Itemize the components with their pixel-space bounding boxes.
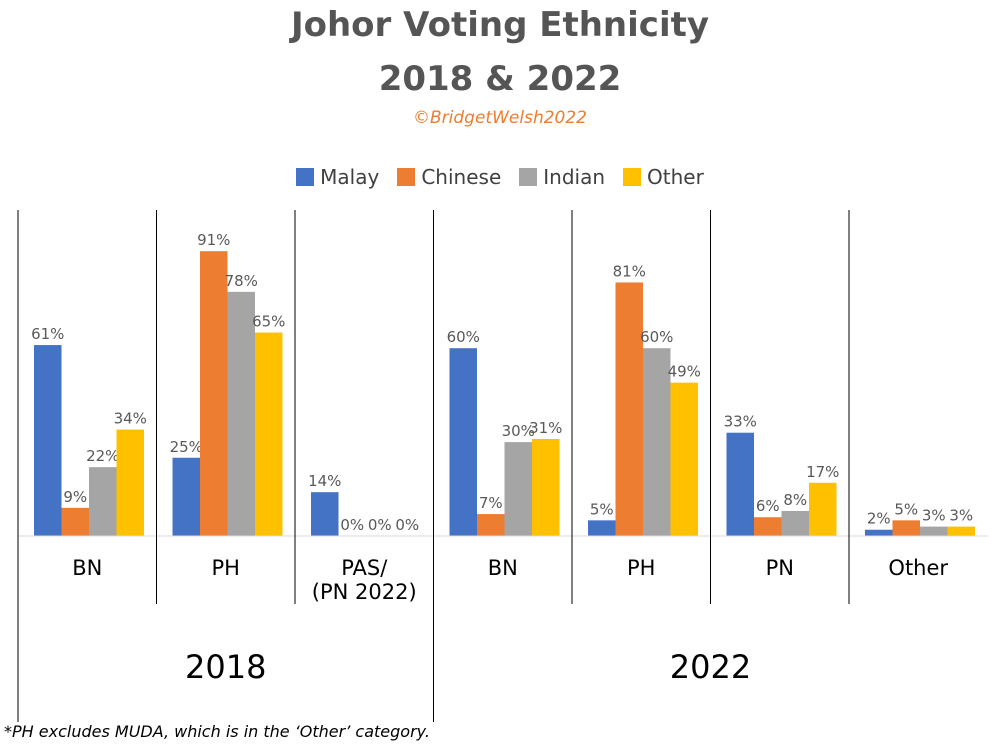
- bar-2022-pn-chinese: [754, 517, 782, 536]
- data-label-2018-paspn2022-indian: 0%: [368, 516, 392, 534]
- legend-swatch-malay: [296, 168, 315, 186]
- data-label-2022-other-indian: 3%: [922, 507, 946, 525]
- data-label-2018-bn-indian: 22%: [86, 447, 119, 465]
- legend-item-indian: Indian: [519, 165, 605, 189]
- bar-2022-pn-malay: [726, 432, 754, 536]
- category-label-2018-ph: PH: [212, 556, 240, 580]
- category-label-2018-paspn2022: (PN 2022): [312, 580, 417, 604]
- data-label-2022-ph-chinese: 81%: [613, 262, 646, 280]
- bar-2022-other-indian: [920, 526, 948, 536]
- data-label-2018-paspn2022-other: 0%: [395, 516, 419, 534]
- bar-2022-pn-indian: [781, 510, 809, 536]
- bar-2022-other-other: [947, 526, 975, 536]
- data-label-2018-bn-malay: 61%: [31, 325, 64, 343]
- bar-2018-bn-chinese: [61, 507, 89, 536]
- bar-2018-paspn2022-malay: [311, 492, 339, 536]
- bar-2018-bn-other: [116, 429, 144, 536]
- legend-label-malay: Malay: [320, 165, 380, 189]
- data-label-2022-bn-chinese: 7%: [479, 494, 503, 512]
- data-label-2018-ph-indian: 78%: [225, 272, 258, 290]
- legend-swatch-chinese: [397, 168, 416, 186]
- bar-2022-bn-indian: [504, 442, 532, 536]
- bar-2022-other-chinese: [892, 520, 920, 536]
- legend-item-chinese: Chinese: [397, 165, 501, 189]
- data-label-2022-bn-other: 31%: [529, 419, 562, 437]
- bar-2022-bn-malay: [449, 348, 477, 536]
- legend-label-chinese: Chinese: [421, 165, 502, 189]
- data-label-2022-pn-malay: 33%: [724, 413, 757, 431]
- category-label-2018-paspn2022: PAS/: [341, 556, 388, 580]
- category-label-2022-other: Other: [888, 556, 948, 580]
- data-label-2022-pn-other: 17%: [806, 463, 839, 481]
- bar-2018-bn-malay: [34, 345, 62, 536]
- data-label-2018-bn-chinese: 9%: [63, 488, 87, 506]
- bar-2022-other-malay: [865, 529, 893, 536]
- footnote: *PH excludes MUDA, which is in the ‘Othe…: [4, 722, 430, 741]
- bar-2022-ph-other: [670, 382, 698, 536]
- data-label-2018-ph-other: 65%: [252, 313, 285, 331]
- bar-2018-ph-other: [255, 332, 283, 536]
- chart-credit: ©BridgetWelsh2022: [413, 108, 587, 128]
- bar-2018-ph-indian: [227, 291, 255, 536]
- data-label-2022-bn-indian: 30%: [502, 422, 535, 440]
- legend-swatch-indian: [519, 168, 538, 186]
- legend-label-other: Other: [647, 165, 704, 189]
- bar-2022-ph-malay: [588, 520, 616, 536]
- category-label-2022-pn: PN: [766, 556, 794, 580]
- bar-2018-ph-malay: [172, 457, 200, 536]
- bar-2022-pn-other: [809, 482, 837, 536]
- bar-2018-ph-chinese: [200, 251, 228, 537]
- data-label-2018-ph-malay: 25%: [170, 438, 203, 456]
- category-label-2018-bn: BN: [72, 556, 102, 580]
- data-label-2022-other-chinese: 5%: [894, 500, 918, 518]
- category-label-2022-ph: PH: [627, 556, 655, 580]
- bar-2018-bn-indian: [89, 467, 117, 536]
- data-label-2022-other-other: 3%: [949, 507, 973, 525]
- data-label-2022-ph-indian: 60%: [640, 328, 673, 346]
- bar-2022-bn-chinese: [477, 514, 505, 536]
- data-label-2018-ph-chinese: 91%: [197, 231, 230, 249]
- data-label-2022-other-malay: 2%: [867, 510, 891, 528]
- data-label-2022-pn-chinese: 6%: [756, 497, 780, 515]
- chart-title-line-1: Johor Voting Ethnicity: [290, 5, 710, 45]
- data-label-2022-bn-malay: 60%: [447, 328, 480, 346]
- data-label-2018-bn-other: 34%: [114, 410, 147, 428]
- data-label-2018-paspn2022-chinese: 0%: [340, 516, 364, 534]
- bar-2022-ph-chinese: [615, 282, 643, 536]
- bar-2022-bn-other: [532, 438, 560, 536]
- data-label-2022-ph-malay: 5%: [590, 500, 614, 518]
- bar-2022-ph-indian: [643, 348, 671, 536]
- group-label-2022: 2022: [670, 648, 751, 686]
- legend-label-indian: Indian: [543, 165, 606, 189]
- chart-title-line-2: 2018 & 2022: [378, 59, 622, 99]
- data-label-2018-paspn2022-malay: 14%: [308, 472, 341, 490]
- legend-item-other: Other: [623, 165, 704, 189]
- legend-item-malay: Malay: [296, 165, 379, 189]
- data-label-2022-ph-other: 49%: [668, 363, 701, 381]
- data-label-2022-pn-indian: 8%: [783, 491, 807, 509]
- legend-swatch-other: [623, 168, 642, 186]
- legend: Malay Chinese Indian Other: [0, 165, 1000, 189]
- category-label-2022-bn: BN: [488, 556, 518, 580]
- group-label-2018: 2018: [185, 648, 266, 686]
